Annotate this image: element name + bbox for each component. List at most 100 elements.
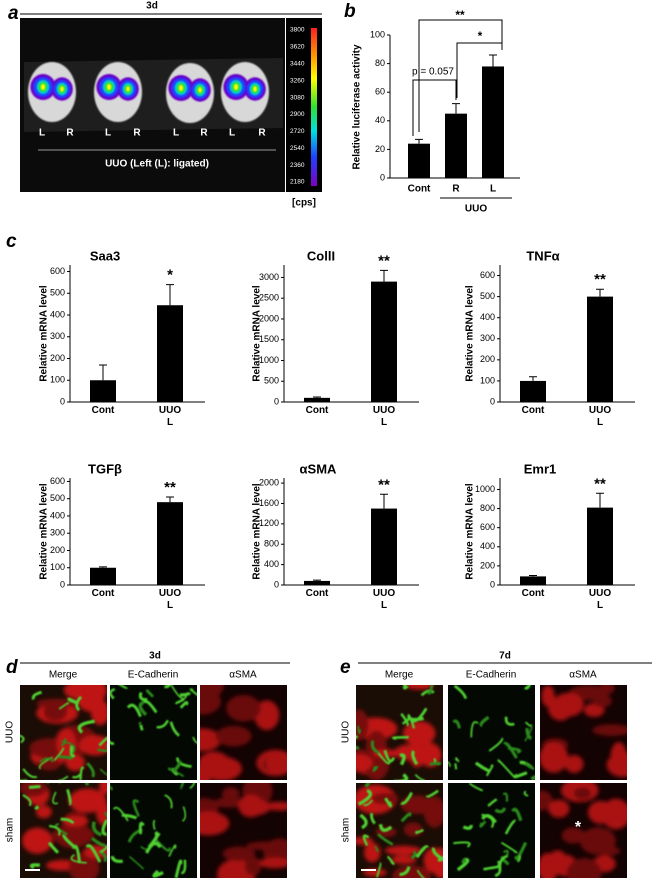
green-strand [175,698,185,705]
bar [90,380,116,402]
green-strand [376,862,382,878]
y-tick-label: 300 [480,333,495,343]
green-strand [99,845,107,853]
y-tick-label: 1500 [259,334,279,344]
chart-title: TNFα [526,248,559,263]
y-tick-label: 1000 [475,484,495,494]
micrograph [356,685,443,780]
y-tick-label: 1200 [259,518,279,528]
micrograph [200,783,287,878]
colorbar-tick-label: 3440 [290,60,305,67]
green-strand [524,721,533,727]
green-strand [110,855,123,863]
green-strand [364,783,371,788]
column-label: E-Cadherin [128,670,179,681]
signal [233,84,239,90]
green-strand [29,863,40,870]
green-strand [363,799,374,807]
micrograph [540,685,627,780]
green-strand [174,859,183,878]
green-strand [448,761,451,767]
red-blob [402,720,436,746]
micrograph-texture [200,783,287,878]
green-signal [22,783,107,870]
row-label: sham [5,818,16,842]
micrograph-texture [110,783,196,878]
green-strand [61,740,76,755]
red-blob [68,852,100,878]
x-tick-label: Cont [408,184,431,195]
green-strand [138,821,145,835]
micrograph [20,783,107,878]
green-strand [69,745,76,758]
green-strand [370,813,376,825]
y-tick-label: 200 [480,560,495,570]
green-strand [359,813,368,830]
y-tick-label: 100 [370,29,385,39]
timepoint: 7d [499,651,511,662]
column-label: αSMA [229,670,257,681]
green-strand [415,828,424,834]
kidney-label: R [133,128,141,139]
kidney-label: L [173,128,179,139]
red-blob [541,685,555,707]
green-strand [485,764,494,777]
y-axis-label: Relative luciferase activity [352,44,363,170]
green-strand [392,735,409,740]
panel-label: e [340,657,351,678]
green-strand [147,832,161,849]
green-strand [362,834,370,847]
y-tick-label: 1000 [259,355,279,365]
green-strand [58,775,69,780]
timepoint: 3d [149,651,161,662]
red-blob [238,794,264,818]
colorbar-tick-label: 3080 [290,94,305,101]
green-strand [189,688,197,696]
bar [157,305,183,402]
green-strand [400,812,412,823]
y-tick-label: 400 [480,312,495,322]
green-strand [374,845,379,853]
green-strand [498,854,508,871]
micrograph [110,685,197,780]
green-strand [400,791,414,805]
signal [126,86,130,92]
green-strand [372,765,379,772]
green-strand [513,771,528,779]
green-strand [530,775,535,780]
red-blob [561,827,585,844]
micrograph-texture [110,685,197,778]
signal [178,85,184,91]
y-tick-label: 800 [480,503,495,513]
green-strand [426,685,434,695]
colorbar-tick-label: 2180 [290,179,305,186]
bar [90,567,116,585]
kidney-label: L [39,128,45,139]
y-axis-label: Relative mRNA level [252,483,263,580]
bar [587,507,613,585]
green-strand [189,783,196,789]
caption: UUO (Left (L): ligated) [105,159,209,170]
green-strand [98,736,107,747]
y-tick-label: 500 [50,493,65,503]
red-blob [384,845,422,856]
green-strand [118,685,129,689]
bar [408,143,430,178]
green-strand [429,761,442,766]
green-strand [511,807,523,822]
y-axis-label: Relative mRNA level [252,285,263,382]
kidney-label: L [229,128,235,139]
green-strand [167,767,185,778]
column-label: Merge [385,670,414,681]
error-bar [380,269,388,282]
bar [371,508,397,585]
green-strand [72,773,81,779]
red-blob [226,694,261,722]
error-bar [166,284,174,306]
y-tick-label: 600 [480,522,495,532]
significance: ** [378,476,390,493]
green-signal [110,685,197,778]
error-bar [596,492,604,508]
green-strand [504,716,515,726]
